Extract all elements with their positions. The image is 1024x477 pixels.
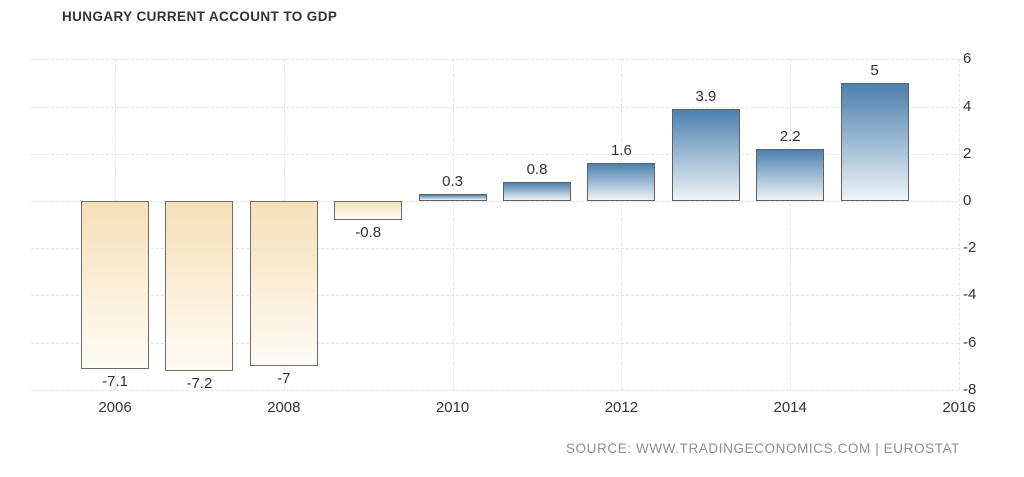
bar-2014[interactable]	[756, 149, 825, 201]
bar-2008[interactable]	[249, 201, 318, 367]
gridline-horizontal	[30, 153, 959, 155]
x-axis-tick-label: 2012	[604, 399, 639, 416]
bar-2011[interactable]	[503, 182, 571, 201]
bar-value-label: -7.1	[102, 372, 128, 390]
gridline-vertical	[621, 59, 623, 390]
bar-value-label: 3.9	[695, 87, 717, 105]
bar-value-label: 2.2	[779, 128, 801, 146]
gridline-horizontal	[30, 342, 959, 344]
bar-value-label: 5	[870, 62, 879, 79]
y-axis-tick-label: 4	[963, 97, 972, 115]
bar-2009[interactable]	[334, 201, 403, 220]
gridline-vertical	[790, 59, 792, 390]
x-axis-tick-label: 2016	[942, 399, 976, 416]
x-axis-tick-label: 2006	[98, 399, 132, 416]
bar-2010[interactable]	[418, 193, 487, 201]
bar-2013[interactable]	[671, 108, 740, 201]
source-credit-link[interactable]: SOURCE: WWW.TRADINGECONOMICS.COM | EUROS…	[565, 441, 960, 456]
bar-2012[interactable]	[587, 163, 656, 201]
gridline-horizontal	[30, 295, 959, 297]
bar-2007[interactable]	[165, 201, 234, 371]
x-axis-tick-label: 2010	[435, 399, 470, 416]
bar-2006[interactable]	[81, 201, 149, 369]
x-axis-tick-label: 2008	[267, 399, 301, 416]
gridline-vertical	[959, 59, 960, 390]
bar-value-label: 1.6	[610, 142, 632, 160]
bar-value-label: -7	[277, 370, 291, 388]
bar-value-label: 0.8	[526, 161, 548, 179]
bar-value-label: -0.8	[355, 223, 382, 241]
x-axis-tick-label: 2014	[773, 399, 807, 416]
gridline-horizontal	[30, 106, 959, 108]
gridline-horizontal	[30, 389, 959, 391]
y-axis-tick-label: -8	[963, 380, 977, 398]
gridline-horizontal	[30, 59, 959, 61]
gridline-horizontal	[30, 201, 959, 202]
gridline-vertical	[452, 59, 454, 390]
y-axis-tick-label: 6	[963, 50, 972, 68]
y-axis-tick-label: -6	[963, 333, 977, 351]
chart-title: HUNGARY CURRENT ACCOUNT TO GDP	[62, 9, 338, 24]
bar-2015[interactable]	[840, 83, 909, 201]
y-axis-tick-label: 0	[963, 192, 972, 209]
y-axis-tick-label: 2	[963, 144, 972, 162]
y-axis-tick-label: -2	[963, 239, 977, 257]
bar-value-label: -7.2	[186, 374, 213, 392]
bar-value-label: 0.3	[442, 172, 464, 190]
y-axis-tick-label: -4	[963, 286, 977, 304]
gridline-horizontal	[30, 248, 959, 250]
